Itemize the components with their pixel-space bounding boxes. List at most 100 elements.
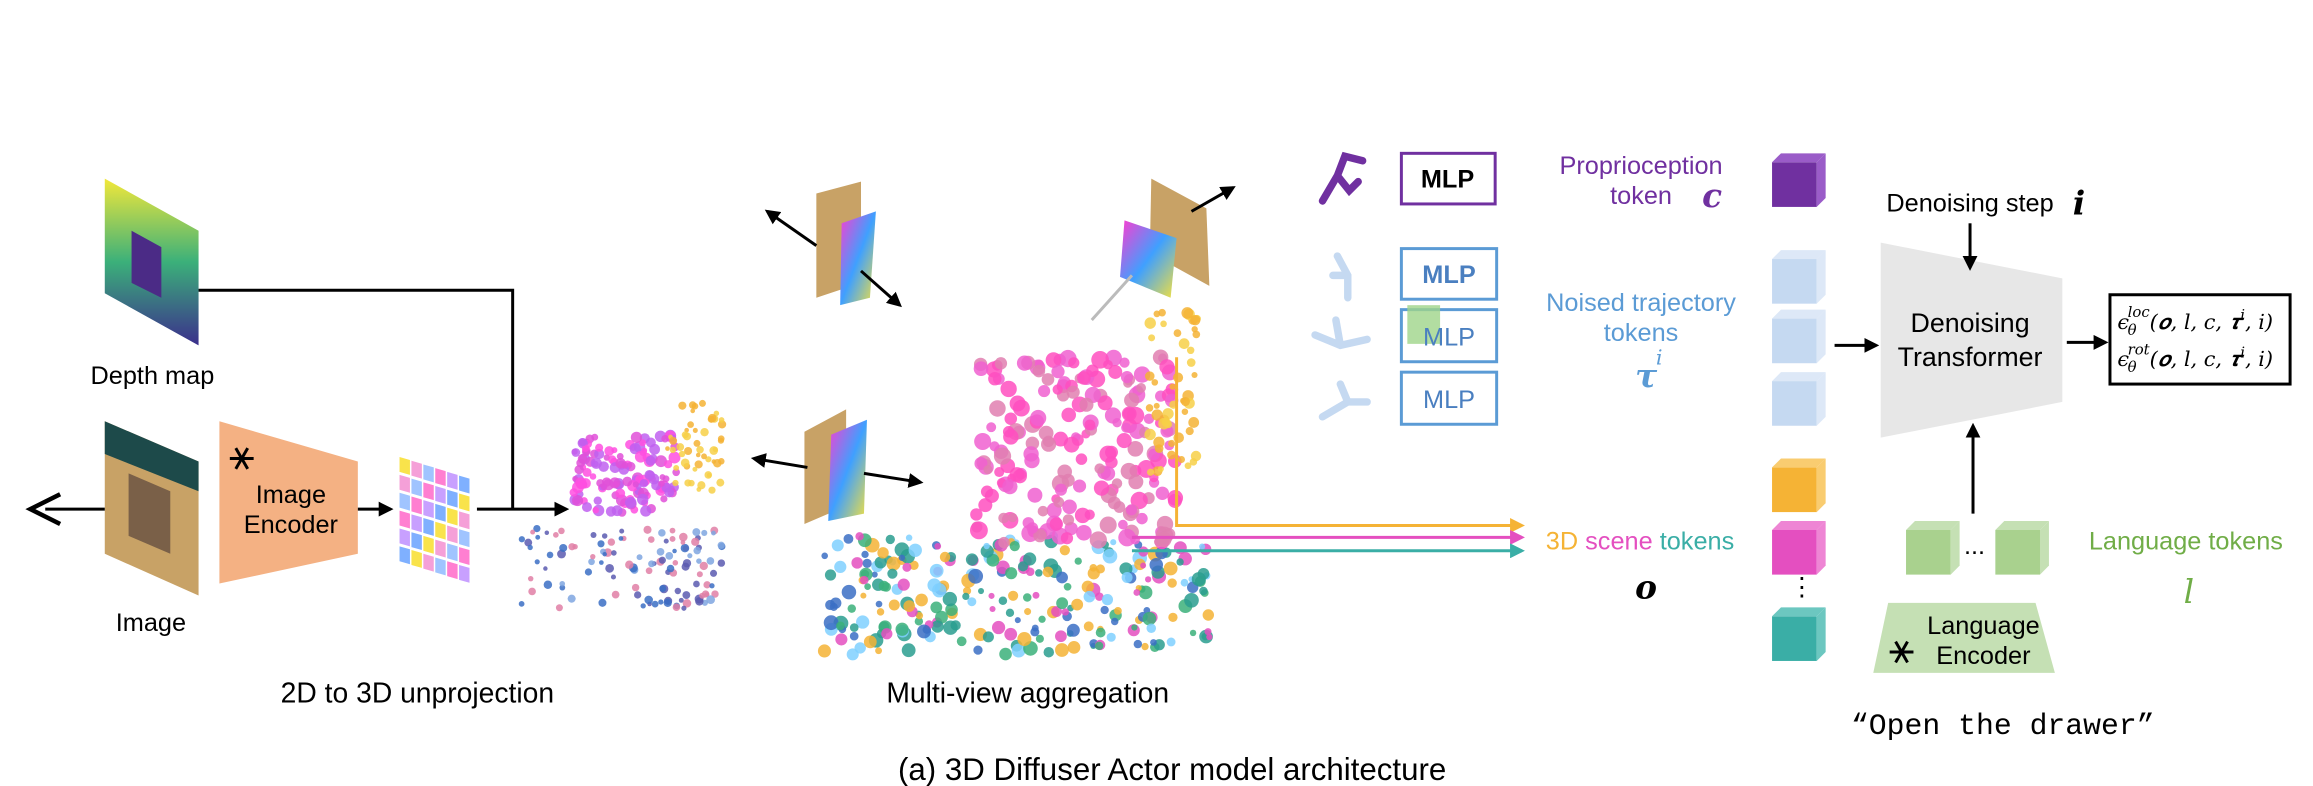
instruction: “Open the drawer” <box>1851 709 2155 743</box>
point <box>1101 594 1114 606</box>
point <box>1005 567 1018 580</box>
point <box>644 469 655 480</box>
point <box>598 560 604 565</box>
dots: ... <box>1964 532 1985 560</box>
point <box>1089 564 1098 572</box>
point <box>1189 458 1198 466</box>
point <box>596 479 605 488</box>
point <box>709 569 718 577</box>
point <box>1066 623 1080 637</box>
point <box>849 623 859 632</box>
point <box>980 544 994 558</box>
point <box>1084 419 1096 431</box>
feature-cell <box>399 546 410 565</box>
token-cube-side <box>1816 153 1826 207</box>
point <box>998 536 1010 549</box>
mlp-box <box>1399 151 1497 206</box>
point <box>901 643 916 658</box>
point <box>706 595 716 605</box>
point <box>1097 395 1113 411</box>
point <box>581 444 590 452</box>
point <box>625 560 634 569</box>
point <box>1151 409 1163 421</box>
point <box>717 437 725 444</box>
point <box>668 451 681 464</box>
point <box>569 488 578 497</box>
denoising-transformer <box>1880 242 2063 438</box>
point <box>699 592 706 599</box>
point <box>876 608 885 616</box>
point <box>1168 439 1176 448</box>
point <box>602 551 607 557</box>
token-cube <box>1772 381 1817 426</box>
point <box>1160 320 1167 328</box>
subscript: θ <box>2128 321 2137 339</box>
feature-cell <box>447 561 458 580</box>
image-encoder-label: Encoder <box>244 511 338 539</box>
point <box>699 399 706 407</box>
point <box>895 622 909 636</box>
point <box>518 536 525 543</box>
section-label: Multi-view aggregation <box>886 677 1169 709</box>
point <box>931 620 944 633</box>
point <box>1186 346 1195 355</box>
mlp-label: MLP <box>1422 261 1476 289</box>
point <box>1168 612 1178 622</box>
point <box>690 408 696 414</box>
token-cube-side <box>1816 458 1826 513</box>
arguments: , 𝑖) <box>2245 310 2273 334</box>
feature-cell <box>435 521 446 540</box>
point <box>533 524 541 533</box>
point <box>888 599 900 611</box>
point <box>1093 480 1110 496</box>
token-cube-side <box>2040 521 2049 575</box>
point <box>875 647 883 655</box>
point <box>568 543 576 551</box>
point <box>862 558 872 568</box>
point <box>696 558 702 564</box>
point <box>929 563 944 578</box>
point <box>863 635 877 649</box>
noised-label: tokens <box>1604 319 1679 347</box>
token-cube-side <box>1950 521 1960 575</box>
point <box>856 615 870 629</box>
point <box>1060 532 1074 545</box>
point <box>1094 463 1105 474</box>
point <box>1004 627 1018 641</box>
point <box>1025 567 1035 577</box>
point <box>1017 632 1032 647</box>
point <box>672 468 680 477</box>
point <box>590 554 596 560</box>
point <box>629 443 641 455</box>
point <box>1027 487 1043 503</box>
token-cube-top <box>1772 521 1826 530</box>
frozen-icon <box>229 447 254 470</box>
point <box>692 528 701 537</box>
point <box>528 587 536 596</box>
output-formula: ϵθloc(𝒐, 𝑙, 𝑐, 𝝉i, 𝑖) <box>2117 303 2273 339</box>
point <box>711 459 717 464</box>
point <box>1103 359 1113 370</box>
point <box>1007 512 1018 523</box>
point <box>534 559 540 565</box>
transformer-label: Denoising <box>1910 308 2029 338</box>
point <box>604 446 615 456</box>
scene-word: scene <box>1585 527 1653 555</box>
point <box>713 410 720 417</box>
point <box>993 447 1012 465</box>
point <box>717 559 726 567</box>
point <box>558 527 565 535</box>
point <box>859 575 869 585</box>
point <box>598 598 607 607</box>
feature-cell <box>447 507 458 526</box>
point <box>593 496 602 505</box>
point <box>885 534 895 545</box>
point <box>1012 469 1027 484</box>
point <box>634 591 642 599</box>
feature-cell <box>411 496 422 515</box>
point <box>942 591 958 607</box>
point <box>1030 409 1047 427</box>
point <box>1189 629 1197 637</box>
point <box>694 460 703 469</box>
point <box>1061 608 1069 616</box>
